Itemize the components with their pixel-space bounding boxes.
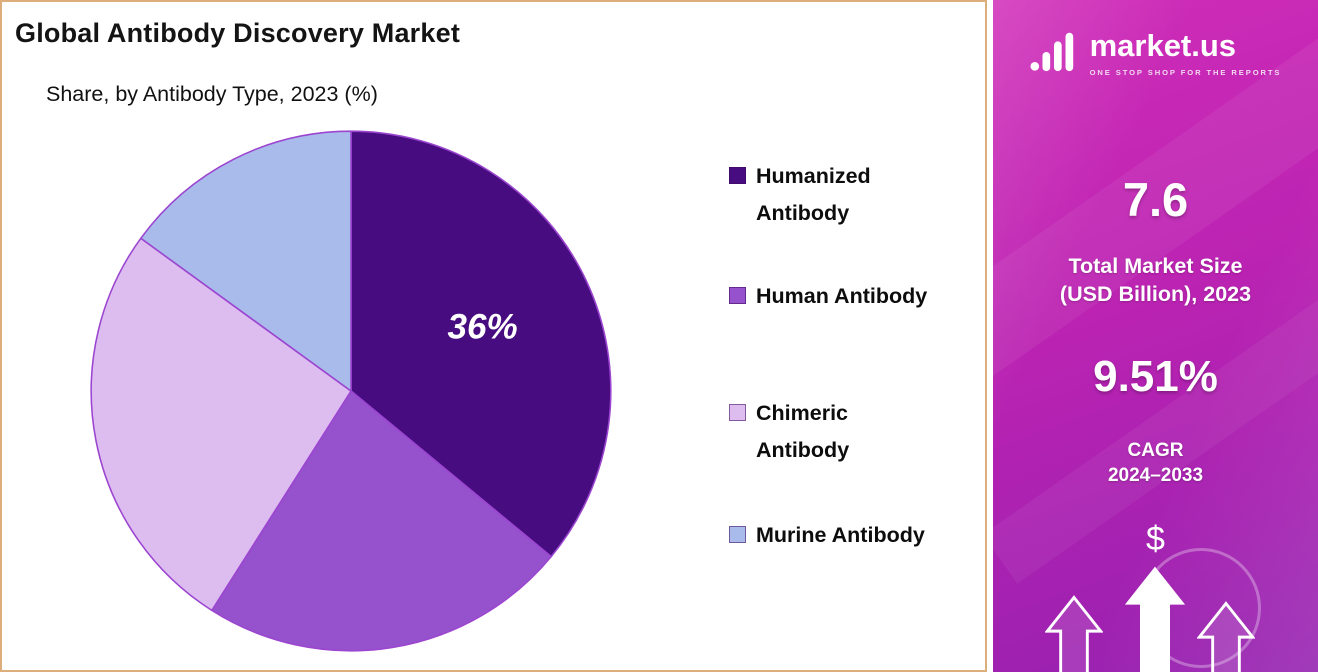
marketus-logo-icon xyxy=(1030,30,1078,77)
legend-item-humanized-antibody: Humanized Antibody xyxy=(729,158,969,232)
market-size-label: Total Market Size (USD Billion), 2023 xyxy=(1059,254,1252,307)
up-arrow-solid-icon xyxy=(1125,560,1185,672)
chart-legend: Humanized Antibody Human Antibody Chimeric… xyxy=(729,158,969,554)
legend-item-murine-antibody: Murine Antibody xyxy=(729,517,969,554)
chart-panel: Global Antibody Discovery Market Share, … xyxy=(0,0,987,672)
pie-data-label: 36% xyxy=(448,307,518,346)
legend-label: Chimeric Antibody xyxy=(756,400,850,462)
legend-label: Humanized Antibody xyxy=(756,164,871,225)
cagr-label: CAGR 2024–2033 xyxy=(1107,440,1204,487)
legend-item-human-antibody: Human Antibody xyxy=(729,278,969,315)
legend-swatch xyxy=(729,525,746,543)
legend-swatch xyxy=(729,403,746,421)
pie-slice-murine-antibody xyxy=(140,130,352,392)
brand-name: market.us xyxy=(1089,28,1237,63)
pie-slice-humanized-antibody xyxy=(350,130,612,558)
chart-subtitle: Share, by Antibody Type, 2023 (%) xyxy=(46,82,378,106)
up-arrow-outline-icon xyxy=(1045,592,1103,672)
legend-label: Murine Antibody xyxy=(756,522,925,547)
brand-tagline: ONE STOP SHOP FOR THE REPORTS xyxy=(1089,67,1282,77)
legend-swatch xyxy=(729,286,746,304)
market-size-value: 7.6 xyxy=(1122,173,1189,226)
chart-title: Global Antibody Discovery Market xyxy=(15,18,461,48)
pie-slice-human-antibody xyxy=(211,390,552,652)
up-arrow-outline-icon xyxy=(1197,598,1255,672)
legend-swatch xyxy=(729,167,746,184)
pie-chart: 36% xyxy=(86,126,616,656)
dollar-icon: $ xyxy=(1146,520,1165,558)
pie-chart-svg: 36% xyxy=(90,130,612,652)
cagr-value: 9.51% xyxy=(1093,352,1218,401)
brand-sidebar: market.us ONE STOP SHOP FOR THE REPORTS … xyxy=(993,0,1318,672)
brand-logo: market.us ONE STOP SHOP FOR THE REPORTS xyxy=(993,28,1318,77)
legend-label: Human Antibody xyxy=(756,283,928,308)
legend-item-chimeric-antibody: Chimeric Antibody xyxy=(729,395,969,469)
pie-slice-chimeric-antibody xyxy=(90,237,352,612)
